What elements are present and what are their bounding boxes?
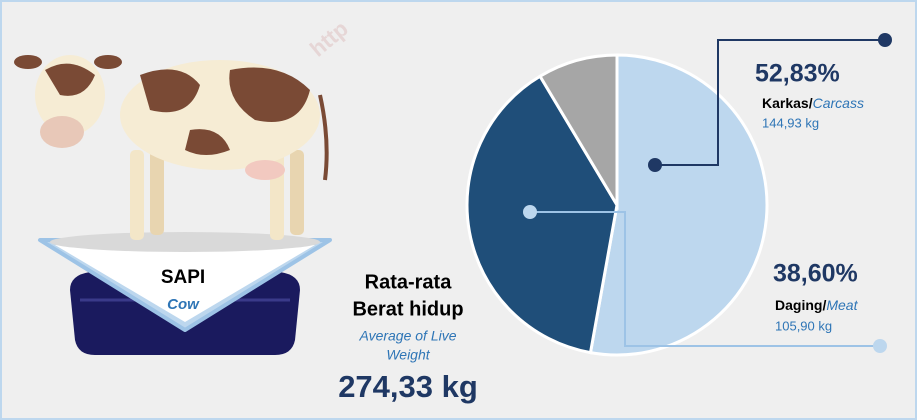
infographic: http SAPI Cow Rata-rata Berat hidup Aver… — [0, 0, 917, 420]
slice-name: Daging/ — [775, 297, 826, 313]
slice-weight: 105,90 kg — [775, 318, 832, 333]
slice-name: Karkas/ — [762, 95, 813, 111]
slice-percent: 38,60% — [773, 260, 858, 288]
slice-name-en: Carcass — [813, 95, 864, 111]
slice-label: Daging/Meat — [775, 297, 859, 313]
weight-title-en: Weight — [386, 347, 430, 363]
slice-percent: 52,83% — [755, 60, 840, 88]
slice-name-en: Meat — [826, 297, 858, 313]
weight-title-en: Average of Live — [358, 328, 456, 344]
animal-name: SAPI — [161, 267, 205, 288]
platform — [40, 232, 330, 355]
slice-weight: 144,93 kg — [762, 115, 819, 130]
weight-title: Berat hidup — [352, 298, 463, 320]
animal-name-en: Cow — [167, 296, 200, 313]
slice-label: Karkas/Carcass — [762, 95, 864, 111]
weight-value: 274,33 kg — [338, 369, 478, 404]
weight-title: Rata-rata — [365, 271, 453, 293]
pie-chart — [467, 55, 767, 355]
